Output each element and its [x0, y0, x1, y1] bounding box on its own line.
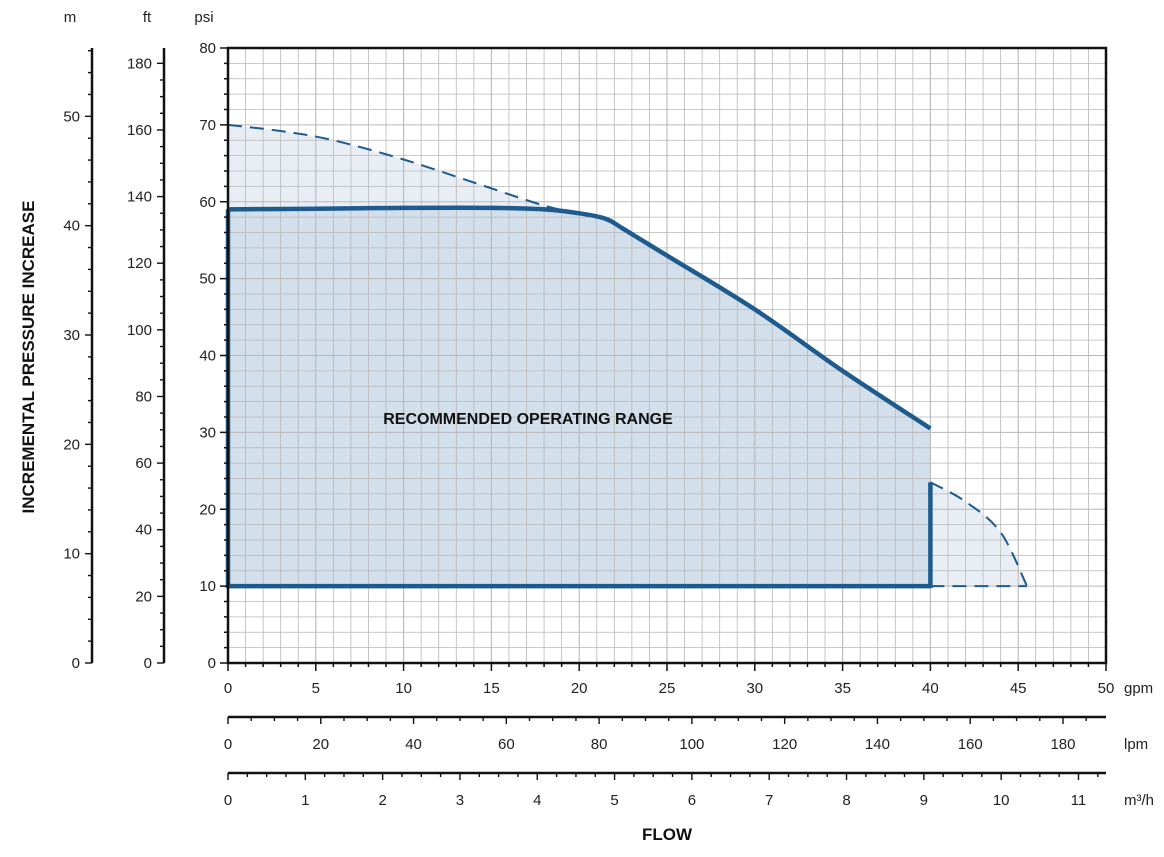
- x-axis-m3h-tick-label: 3: [456, 792, 464, 809]
- x-axis-m3h-tick-label: 10: [993, 792, 1010, 809]
- x-axis-lpm-tick-label: 120: [772, 736, 797, 753]
- x-axis-m3h-tick-label: 7: [765, 792, 773, 809]
- x-axis-lpm-tick-label: 180: [1050, 736, 1075, 753]
- x-tick-label-gpm: 20: [571, 680, 588, 697]
- y-axis-ft-tick-label: 160: [127, 122, 152, 139]
- y-tick-label-psi: 40: [199, 348, 216, 365]
- x-axis-lpm-tick-label: 100: [679, 736, 704, 753]
- grid-layer: [228, 48, 1106, 663]
- x-axis-lpm-tick-label: 0: [224, 736, 232, 753]
- x-axis-lpm-tick-label: 160: [958, 736, 983, 753]
- y-axis-m-tick-label: 40: [63, 218, 80, 235]
- x-axis-m3h-tick-label: 0: [224, 792, 232, 809]
- x-axis-m3h-tick-label: 1: [301, 792, 309, 809]
- y-axis-ft-tick-label: 60: [135, 455, 152, 472]
- y-tick-label-psi: 0: [208, 655, 216, 672]
- x-tick-label-gpm: 35: [834, 680, 851, 697]
- x-tick-label-gpm: 25: [659, 680, 676, 697]
- y-axis-m-tick-label: 30: [63, 327, 80, 344]
- y-tick-label-psi: 20: [199, 501, 216, 518]
- x-tick-label-gpm: 10: [395, 680, 412, 697]
- y-axis-ft-tick-label: 80: [135, 388, 152, 405]
- y-axis-ft-tick-label: 40: [135, 522, 152, 539]
- y-tick-label-psi: 70: [199, 117, 216, 134]
- x-axis-m3h-unit: m³/h: [1124, 792, 1154, 809]
- y-axis-ft-tick-label: 0: [144, 655, 152, 672]
- y-axis-ft-unit: ft: [143, 9, 152, 26]
- x-axis-lpm-tick-label: 60: [498, 736, 515, 753]
- x-axis-lpm-unit: lpm: [1124, 736, 1148, 753]
- x-tick-label-gpm: 40: [922, 680, 939, 697]
- x-axis-lpm-tick-label: 140: [865, 736, 890, 753]
- x-axis-m3h-tick-label: 4: [533, 792, 541, 809]
- x-axis-lpm-tick-label: 20: [312, 736, 329, 753]
- y-tick-label-psi: 30: [199, 424, 216, 441]
- y-axis-ft-tick-label: 120: [127, 255, 152, 272]
- y-axis-ft-tick-label: 20: [135, 588, 152, 605]
- x-unit-gpm: gpm: [1124, 680, 1153, 697]
- y-axis-m-tick-label: 0: [72, 655, 80, 672]
- x-axis-m3h-tick-label: 8: [842, 792, 850, 809]
- y-tick-label-psi: 50: [199, 271, 216, 288]
- x-tick-label-gpm: 0: [224, 680, 232, 697]
- annotation-label: RECOMMENDED OPERATING RANGE: [383, 411, 673, 428]
- y-axis-ft-tick-label: 180: [127, 55, 152, 72]
- y-axis-m-tick-label: 10: [63, 546, 80, 563]
- x-axis-title: FLOW: [642, 825, 693, 844]
- y-axis-m-tick-label: 20: [63, 436, 80, 453]
- y-axis-ft-tick-label: 140: [127, 189, 152, 206]
- y-axis-title: INCREMENTAL PRESSURE INCREASE: [19, 201, 38, 514]
- x-axis-m3h-tick-label: 6: [688, 792, 696, 809]
- x-axis-m3h-tick-label: 9: [920, 792, 928, 809]
- x-tick-label-gpm: 50: [1098, 680, 1115, 697]
- y-tick-label-psi: 60: [199, 194, 216, 211]
- y-axis-ft-tick-label: 100: [127, 322, 152, 339]
- x-axis-lpm-tick-label: 40: [405, 736, 422, 753]
- x-tick-label-gpm: 30: [746, 680, 763, 697]
- y-axis-m-unit: m: [64, 9, 77, 26]
- x-tick-label-gpm: 15: [483, 680, 500, 697]
- y-tick-label-psi: 10: [199, 578, 216, 595]
- y-unit-psi: psi: [194, 9, 213, 26]
- x-axis-lpm-tick-label: 80: [591, 736, 608, 753]
- x-axis-m3h-tick-label: 5: [610, 792, 618, 809]
- x-tick-label-gpm: 5: [312, 680, 320, 697]
- x-axis-m3h-tick-label: 11: [1071, 792, 1087, 809]
- y-axis-m-tick-label: 50: [63, 108, 80, 125]
- x-axis-m3h-tick-label: 2: [378, 792, 386, 809]
- y-tick-label-psi: 80: [199, 40, 216, 57]
- x-tick-label-gpm: 45: [1010, 680, 1027, 697]
